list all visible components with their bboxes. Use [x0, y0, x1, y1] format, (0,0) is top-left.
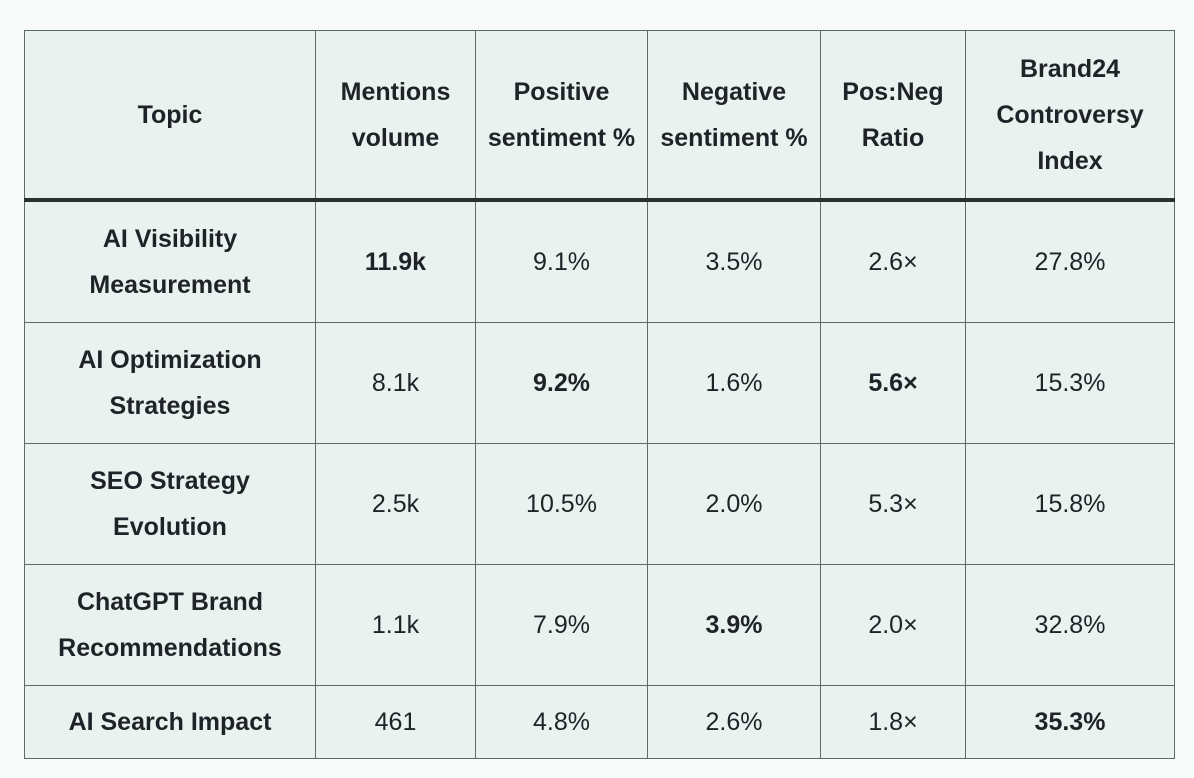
cell-negative-sentiment: 1.6%	[647, 322, 821, 444]
header-topic: Topic	[24, 30, 316, 202]
cell-mentions-volume: 8.1k	[315, 322, 476, 444]
table-row: SEO Strategy Evolution 2.5k 10.5% 2.0% 5…	[24, 443, 1175, 565]
table-row: ChatGPT Brand Recommendations 1.1k 7.9% …	[24, 564, 1175, 686]
row-topic: AI Search Impact	[24, 685, 316, 759]
cell-negative-sentiment: 3.5%	[647, 199, 821, 323]
cell-positive-sentiment: 7.9%	[475, 564, 648, 686]
cell-mentions-volume: 2.5k	[315, 443, 476, 565]
row-topic: AI Visibility Measurement	[24, 199, 316, 323]
cell-controversy-index: 35.3%	[965, 685, 1175, 759]
cell-positive-sentiment: 4.8%	[475, 685, 648, 759]
cell-mentions-volume: 461	[315, 685, 476, 759]
table-row: AI Optimization Strategies 8.1k 9.2% 1.6…	[24, 322, 1175, 444]
cell-pos-neg-ratio: 2.0×	[820, 564, 966, 686]
cell-controversy-index: 15.3%	[965, 322, 1175, 444]
cell-pos-neg-ratio: 5.6×	[820, 322, 966, 444]
header-controversy-index: Brand24 Controversy Index	[965, 30, 1175, 202]
cell-mentions-volume: 11.9k	[315, 199, 476, 323]
cell-negative-sentiment: 3.9%	[647, 564, 821, 686]
table-row: AI Search Impact 461 4.8% 2.6% 1.8× 35.3…	[24, 685, 1175, 759]
cell-pos-neg-ratio: 5.3×	[820, 443, 966, 565]
comparison-table-container: Topic Mentions volume Positive sentiment…	[24, 30, 1175, 759]
header-mentions-volume: Mentions volume	[315, 30, 476, 202]
cell-mentions-volume: 1.1k	[315, 564, 476, 686]
table-header-row: Topic Mentions volume Positive sentiment…	[24, 30, 1175, 202]
header-positive-sentiment: Positive sentiment %	[475, 30, 648, 202]
cell-positive-sentiment: 10.5%	[475, 443, 648, 565]
row-topic: ChatGPT Brand Recommendations	[24, 564, 316, 686]
topic-sentiment-table: Topic Mentions volume Positive sentiment…	[24, 30, 1175, 759]
row-topic: SEO Strategy Evolution	[24, 443, 316, 565]
cell-controversy-index: 27.8%	[965, 199, 1175, 323]
cell-pos-neg-ratio: 1.8×	[820, 685, 966, 759]
cell-positive-sentiment: 9.2%	[475, 322, 648, 444]
cell-negative-sentiment: 2.6%	[647, 685, 821, 759]
cell-negative-sentiment: 2.0%	[647, 443, 821, 565]
cell-positive-sentiment: 9.1%	[475, 199, 648, 323]
row-topic: AI Optimization Strategies	[24, 322, 316, 444]
table-row: AI Visibility Measurement 11.9k 9.1% 3.5…	[24, 199, 1175, 323]
cell-pos-neg-ratio: 2.6×	[820, 199, 966, 323]
cell-controversy-index: 15.8%	[965, 443, 1175, 565]
header-negative-sentiment: Negative sentiment %	[647, 30, 821, 202]
cell-controversy-index: 32.8%	[965, 564, 1175, 686]
header-pos-neg-ratio: Pos:Neg Ratio	[820, 30, 966, 202]
